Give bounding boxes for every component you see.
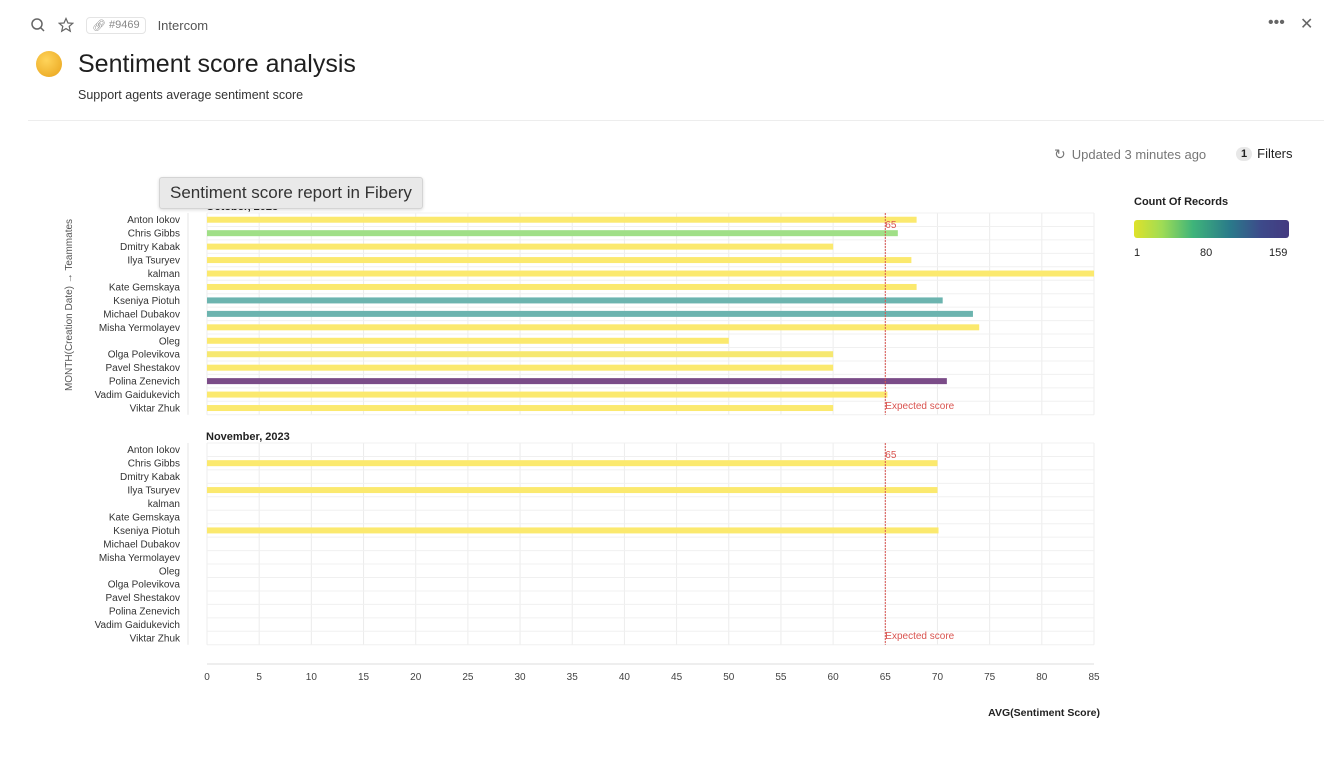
bar bbox=[207, 257, 912, 264]
category-label: Polina Zenevich bbox=[109, 377, 180, 388]
panel-label: November, 2023 bbox=[206, 431, 290, 443]
page-title: Sentiment score analysis bbox=[78, 50, 356, 78]
refresh-button[interactable]: ↻ Updated 3 minutes ago bbox=[1054, 146, 1206, 163]
category-label: Ilya Tsuryev bbox=[127, 486, 180, 497]
search-icon[interactable] bbox=[30, 17, 46, 33]
category-label: Chris Gibbs bbox=[128, 229, 180, 240]
category-label: Viktar Zhuk bbox=[130, 404, 181, 415]
filters-button[interactable]: 1 Filters bbox=[1236, 146, 1293, 161]
x-tick-label: 15 bbox=[358, 672, 370, 683]
refresh-icon: ↻ bbox=[1054, 146, 1066, 162]
bar bbox=[207, 283, 917, 290]
reference-value-label: 65 bbox=[885, 220, 897, 231]
x-tick-label: 60 bbox=[828, 672, 840, 683]
category-label: Ilya Tsuryev bbox=[127, 256, 180, 267]
reference-value-label: 65 bbox=[885, 450, 897, 461]
x-axis-title: AVG(Sentiment Score) bbox=[988, 707, 1100, 719]
bar bbox=[207, 527, 939, 534]
page-subtitle: Support agents average sentiment score bbox=[78, 88, 304, 102]
bar bbox=[207, 378, 947, 385]
x-tick-label: 50 bbox=[723, 672, 735, 683]
category-label: Kseniya Piotuh bbox=[113, 526, 180, 537]
x-tick-label: 75 bbox=[984, 672, 996, 683]
category-label: Dmitry Kabak bbox=[120, 472, 181, 483]
x-tick-label: 5 bbox=[256, 672, 262, 683]
filters-label: Filters bbox=[1257, 146, 1293, 161]
category-label: Polina Zenevich bbox=[109, 607, 180, 618]
more-options-button[interactable]: ••• bbox=[1268, 14, 1285, 31]
updated-status: Updated 3 minutes ago bbox=[1071, 147, 1207, 162]
divider bbox=[28, 120, 1324, 121]
category-label: Olga Polevikova bbox=[108, 350, 181, 361]
filter-count-badge: 1 bbox=[1236, 146, 1253, 161]
category-label: Vadim Gaidukevich bbox=[95, 390, 180, 401]
legend-mid: 80 bbox=[1200, 247, 1213, 259]
x-tick-label: 55 bbox=[775, 672, 787, 683]
category-label: Anton Iokov bbox=[127, 215, 180, 226]
legend-title: Count Of Records bbox=[1134, 196, 1229, 208]
x-tick-label: 25 bbox=[462, 672, 474, 683]
category-label: Anton Iokov bbox=[127, 445, 180, 456]
bar bbox=[207, 297, 943, 304]
legend-max: 159 bbox=[1269, 247, 1288, 259]
bar bbox=[207, 337, 729, 344]
reference-line-label: Expected score bbox=[885, 401, 954, 412]
category-label: Pavel Shestakov bbox=[106, 593, 181, 604]
bar bbox=[207, 351, 834, 358]
x-tick-label: 0 bbox=[204, 672, 210, 683]
category-label: Michael Dubakov bbox=[103, 309, 180, 320]
x-tick-label: 30 bbox=[514, 672, 526, 683]
star-icon[interactable] bbox=[58, 17, 74, 33]
x-tick-label: 85 bbox=[1088, 672, 1100, 683]
category-label: Vadim Gaidukevich bbox=[95, 620, 180, 631]
reference-line-label: Expected score bbox=[885, 631, 954, 642]
bar bbox=[207, 460, 938, 467]
category-label: Kate Gemskaya bbox=[109, 512, 181, 523]
x-tick-label: 65 bbox=[880, 672, 892, 683]
category-label: Olga Polevikova bbox=[108, 580, 181, 591]
bar bbox=[207, 216, 917, 223]
x-tick-label: 10 bbox=[306, 672, 318, 683]
category-label: kalman bbox=[148, 269, 180, 280]
category-label: Chris Gibbs bbox=[128, 459, 180, 470]
entity-id: #9469 bbox=[108, 19, 140, 31]
bar bbox=[207, 487, 938, 494]
category-label: Dmitry Kabak bbox=[120, 242, 181, 253]
bar bbox=[207, 270, 1094, 277]
entity-id-chip[interactable]: 🔗︎ #9469 bbox=[86, 16, 146, 34]
top-bar: 🔗︎ #9469 Intercom bbox=[30, 14, 208, 36]
category-label: Kseniya Piotuh bbox=[113, 296, 180, 307]
x-tick-label: 35 bbox=[567, 672, 579, 683]
bar bbox=[207, 243, 834, 250]
category-label: Misha Yermolayev bbox=[99, 323, 180, 334]
bar bbox=[207, 364, 834, 371]
bar bbox=[207, 230, 898, 237]
category-label: kalman bbox=[148, 499, 180, 510]
bar bbox=[207, 310, 973, 317]
close-button[interactable]: ✕ bbox=[1300, 16, 1314, 33]
x-tick-label: 45 bbox=[671, 672, 683, 683]
link-icon: 🔗︎ bbox=[92, 19, 106, 32]
tooltip: Sentiment score report in Fibery bbox=[159, 177, 423, 209]
x-tick-label: 40 bbox=[619, 672, 631, 683]
database-name[interactable]: Intercom bbox=[157, 17, 209, 33]
x-tick-label: 20 bbox=[410, 672, 422, 683]
bar bbox=[207, 324, 980, 331]
category-label: Oleg bbox=[159, 336, 180, 347]
x-tick-label: 70 bbox=[932, 672, 944, 683]
category-label: Oleg bbox=[159, 566, 180, 577]
category-label: Misha Yermolayev bbox=[99, 553, 180, 564]
legend-color-scale bbox=[1134, 220, 1289, 238]
bar bbox=[207, 391, 888, 398]
category-label: Michael Dubakov bbox=[103, 539, 180, 550]
category-label: Viktar Zhuk bbox=[130, 634, 181, 645]
page-emoji-icon bbox=[36, 51, 62, 77]
legend-min: 1 bbox=[1134, 247, 1141, 259]
y-axis-title: MONTH(Creation Date) → Teammates bbox=[64, 219, 75, 391]
category-label: Pavel Shestakov bbox=[106, 363, 181, 374]
category-label: Kate Gemskaya bbox=[109, 282, 181, 293]
bar bbox=[207, 405, 834, 412]
x-tick-label: 80 bbox=[1036, 672, 1048, 683]
